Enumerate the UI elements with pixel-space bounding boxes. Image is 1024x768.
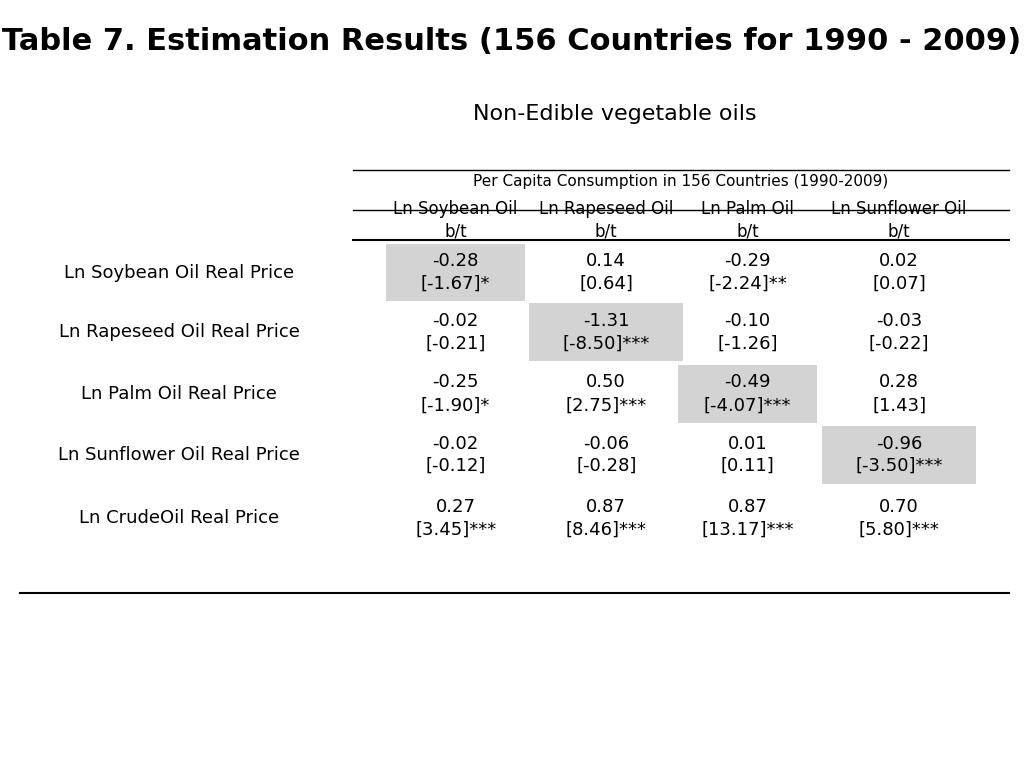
Text: 0.50: 0.50 <box>587 373 626 392</box>
Text: [-3.50]***: [-3.50]*** <box>855 457 943 475</box>
Text: -0.03: -0.03 <box>876 312 923 330</box>
Text: [-2.24]**: [-2.24]** <box>709 275 786 293</box>
Text: Ln CrudeOil Real Price: Ln CrudeOil Real Price <box>79 509 280 528</box>
Text: [0.64]: [0.64] <box>580 275 633 293</box>
Bar <box>529 303 683 361</box>
Text: [2.75]***: [2.75]*** <box>565 396 647 415</box>
Bar <box>386 243 525 301</box>
Text: Ln Palm Oil Real Price: Ln Palm Oil Real Price <box>81 385 278 403</box>
Text: b/t: b/t <box>888 223 910 240</box>
Text: [3.45]***: [3.45]*** <box>415 521 497 539</box>
Text: Ln Soybean Oil Real Price: Ln Soybean Oil Real Price <box>65 263 294 282</box>
Text: [-0.12]: [-0.12] <box>426 457 485 475</box>
Text: 0.70: 0.70 <box>880 498 919 516</box>
Text: b/t: b/t <box>595 223 617 240</box>
Text: b/t: b/t <box>444 223 467 240</box>
Text: -0.10: -0.10 <box>724 312 771 330</box>
Text: -0.25: -0.25 <box>432 373 479 392</box>
Text: Ln Soybean Oil: Ln Soybean Oil <box>393 200 518 217</box>
Text: -0.06: -0.06 <box>583 435 630 453</box>
Text: Ln Rapeseed Oil Real Price: Ln Rapeseed Oil Real Price <box>58 323 300 341</box>
Text: [-1.26]: [-1.26] <box>717 334 778 353</box>
Text: -0.02: -0.02 <box>432 435 479 453</box>
Text: 0.02: 0.02 <box>880 252 919 270</box>
Text: Per Capita Consumption in 156 Countries (1990-2009): Per Capita Consumption in 156 Countries … <box>473 174 889 190</box>
Text: -0.96: -0.96 <box>876 435 923 453</box>
Text: 0.87: 0.87 <box>587 498 626 516</box>
Text: 0.28: 0.28 <box>880 373 919 392</box>
Text: [13.17]***: [13.17]*** <box>701 521 794 539</box>
Text: -0.29: -0.29 <box>724 252 771 270</box>
Text: Ln Rapeseed Oil: Ln Rapeseed Oil <box>539 200 674 217</box>
Text: -0.02: -0.02 <box>432 312 479 330</box>
Text: Ln Sunflower Oil Real Price: Ln Sunflower Oil Real Price <box>58 446 300 464</box>
Text: b/t: b/t <box>736 223 759 240</box>
Text: [0.11]: [0.11] <box>721 457 774 475</box>
Text: [-1.67]*: [-1.67]* <box>421 275 490 293</box>
Text: Table 7. Estimation Results (156 Countries for 1990 - 2009): Table 7. Estimation Results (156 Countri… <box>2 27 1022 56</box>
Bar <box>822 426 976 484</box>
Text: [-0.21]: [-0.21] <box>426 334 485 353</box>
Bar <box>678 366 817 422</box>
Text: -1.31: -1.31 <box>583 312 630 330</box>
Text: Ln Palm Oil: Ln Palm Oil <box>701 200 794 217</box>
Text: -0.28: -0.28 <box>432 252 479 270</box>
Text: [-0.22]: [-0.22] <box>868 334 930 353</box>
Text: 0.01: 0.01 <box>728 435 767 453</box>
Text: [1.43]: [1.43] <box>872 396 926 415</box>
Text: [-0.28]: [-0.28] <box>577 457 636 475</box>
Text: [0.07]: [0.07] <box>872 275 926 293</box>
Text: [-1.90]*: [-1.90]* <box>421 396 490 415</box>
Text: Non-Edible vegetable oils: Non-Edible vegetable oils <box>473 104 756 124</box>
Text: -0.49: -0.49 <box>724 373 771 392</box>
Text: 0.87: 0.87 <box>728 498 767 516</box>
Text: [-8.50]***: [-8.50]*** <box>562 334 650 353</box>
Text: 0.27: 0.27 <box>435 498 476 516</box>
Text: [-4.07]***: [-4.07]*** <box>703 396 792 415</box>
Text: 0.14: 0.14 <box>587 252 626 270</box>
Text: Ln Sunflower Oil: Ln Sunflower Oil <box>831 200 967 217</box>
Text: [5.80]***: [5.80]*** <box>859 521 939 539</box>
Text: [8.46]***: [8.46]*** <box>565 521 647 539</box>
